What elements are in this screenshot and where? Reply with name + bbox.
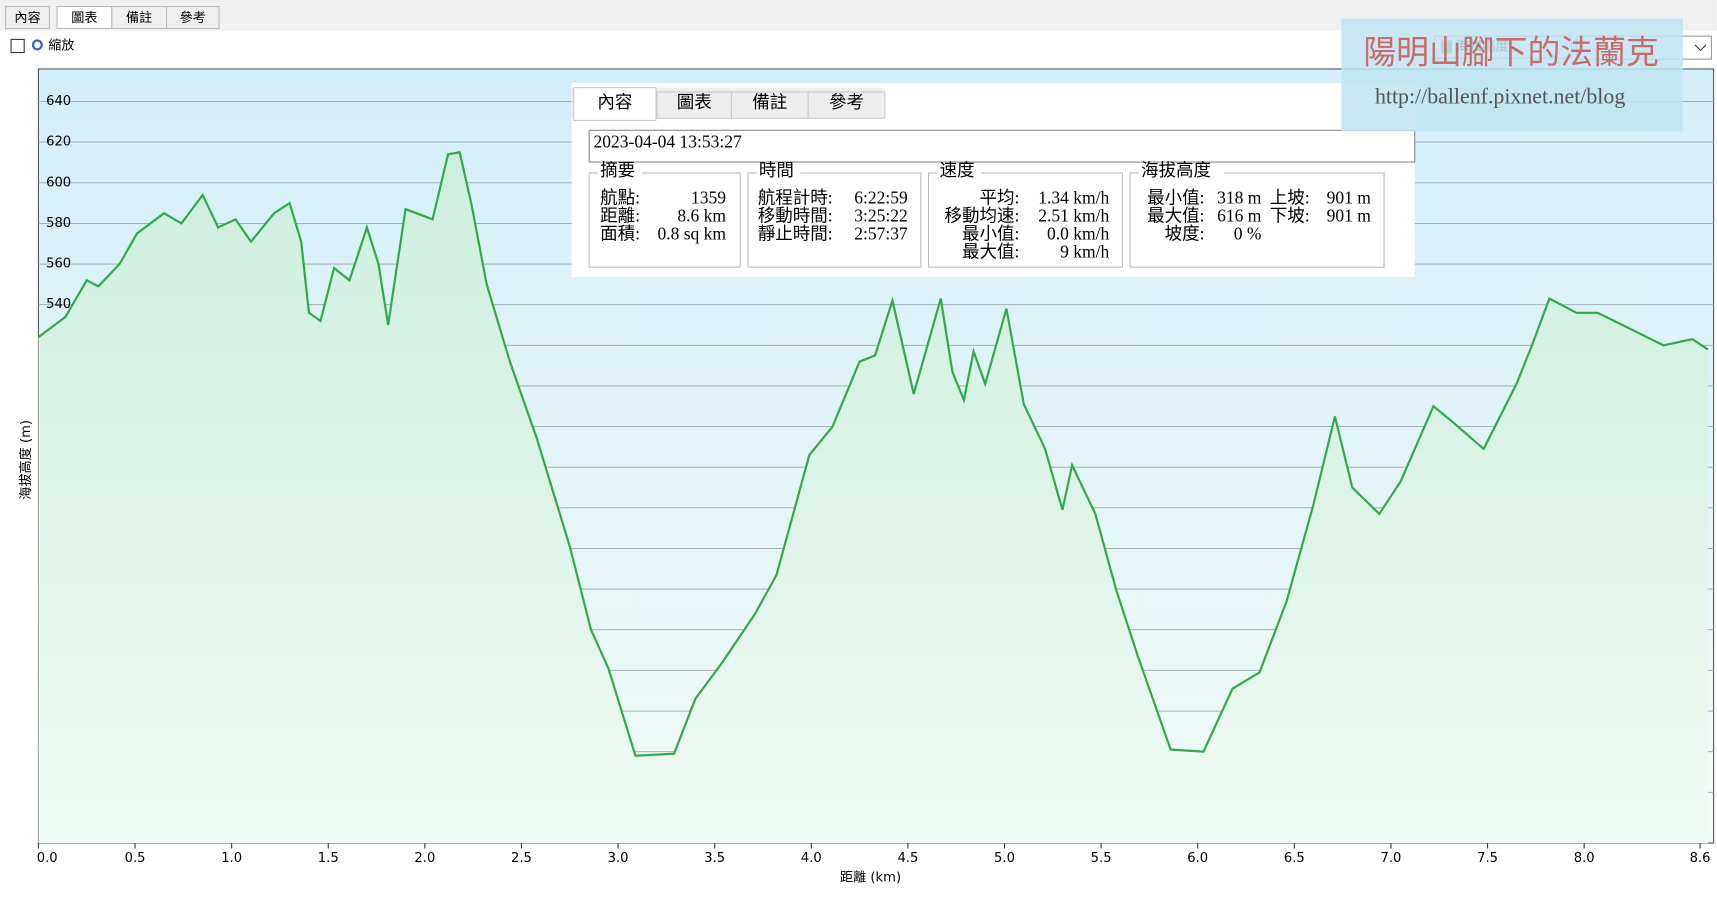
field-label: 最小值: [1147, 187, 1204, 207]
group-box [928, 172, 1123, 268]
field-label: 面積: [600, 223, 640, 243]
x-tick-label: 0.5 [125, 851, 146, 866]
checkbox[interactable] [10, 38, 25, 54]
field-value: 0.0 km/h [1047, 223, 1109, 243]
x-tick-label: 6.0 [1187, 851, 1208, 866]
x-tick-label: 0.0 [37, 851, 58, 866]
x-tick-label: 3.5 [704, 851, 725, 866]
watermark-title: 陽明山腳下的法蘭克 [1363, 34, 1658, 72]
y-tick-label: 640 [46, 94, 71, 109]
field-label: 航程計時: [758, 187, 833, 207]
y-tick-label: 620 [46, 135, 71, 150]
field-value: 318 m [1217, 187, 1262, 207]
field-value: 9 km/h [1060, 241, 1109, 261]
x-tick-label: 5.5 [1091, 851, 1112, 866]
tab-label: 圖表 [71, 10, 97, 26]
area [38, 152, 1708, 844]
panel-tab-label: 參考 [829, 92, 864, 112]
x-tick-label: 2.0 [414, 851, 435, 866]
group-title-bg [937, 164, 982, 180]
zoom-icon [31, 39, 43, 51]
panel-tab[interactable] [730, 91, 809, 119]
timestamp-box [588, 129, 1416, 163]
x-tick-label: 2.5 [511, 851, 532, 866]
field-label: 最小值: [962, 223, 1019, 243]
group-title-bg [756, 164, 801, 180]
x-tick-label: 6.5 [1284, 851, 1305, 866]
tab-label: 參考 [180, 10, 206, 26]
group-title: 摘要 [600, 160, 635, 180]
field-label: 下坡: [1270, 205, 1310, 225]
field-value: 2:57:37 [854, 223, 908, 243]
tab[interactable] [5, 6, 50, 30]
field-value: 8.6 km [677, 205, 726, 225]
panel-tab-label: 內容 [597, 92, 632, 112]
x-tick-label: 1.5 [318, 851, 339, 866]
panel-tab-label: 備註 [752, 92, 787, 112]
group-title-bg [597, 164, 642, 180]
field-value: 616 m [1217, 205, 1262, 225]
x-tick-label: 1.0 [221, 851, 242, 866]
group-title: 時間 [759, 160, 794, 180]
tab-label: 備註 [126, 10, 152, 26]
timestamp: 2023-04-04 13:53:27 [594, 131, 743, 151]
field-label: 移動均速: [945, 205, 1020, 225]
field-value: 2.51 km/h [1038, 205, 1109, 225]
field-value: 0.8 sq km [657, 223, 726, 243]
field-value: 3:25:22 [854, 205, 907, 225]
group-box [747, 172, 922, 268]
y-tick-label: 540 [46, 297, 71, 312]
x-tick-label: 5.0 [994, 851, 1015, 866]
x-tick-label: 7.0 [1381, 851, 1402, 866]
watermark-url: http://ballenf.pixnet.net/blog [1375, 84, 1625, 109]
group-title: 速度 [940, 160, 975, 180]
field-label: 靜止時間: [758, 223, 833, 243]
panel-tab[interactable] [656, 91, 733, 119]
field-label: 平均: [980, 187, 1020, 207]
x-tick-label: 8.6 [1690, 851, 1711, 866]
group-title-bg [1138, 164, 1225, 180]
y-tick-label: 580 [46, 216, 71, 231]
field-value: 901 m [1327, 187, 1372, 207]
y-tick-label: 600 [46, 175, 71, 190]
field-label: 航點: [600, 187, 640, 207]
panel-tab-label: 圖表 [677, 92, 712, 112]
y-axis-label: 海拔高度 (m) [17, 420, 34, 500]
field-value: 6:22:59 [854, 187, 908, 207]
group-title: 海拔高度 [1141, 160, 1211, 180]
group-box [588, 172, 741, 268]
y-tick-label: 560 [46, 257, 71, 272]
x-tick-label: 8.0 [1574, 851, 1595, 866]
watermark-bg [1341, 18, 1683, 132]
x-tick-label: 3.0 [608, 851, 629, 866]
x-axis-label: 距離 (km) [840, 870, 901, 886]
line [37, 151, 1709, 757]
field-value: 901 m [1327, 205, 1372, 225]
field-label: 最大值: [1147, 205, 1204, 225]
field-label: 最大值: [962, 241, 1019, 261]
tab-label: 內容 [14, 9, 40, 26]
field-value: 0 % [1234, 223, 1262, 243]
field-label: 距離: [600, 205, 640, 225]
dropdown-arrow [1694, 44, 1707, 52]
tab[interactable] [165, 6, 220, 30]
panel-tab[interactable] [807, 91, 886, 119]
x-tick-label: 7.5 [1477, 851, 1498, 866]
field-value: 1.34 km/h [1038, 187, 1109, 207]
panel-tab[interactable] [573, 87, 657, 121]
x-tick-label: 4.0 [801, 851, 822, 866]
group-box [1129, 172, 1385, 268]
zoom-label: 縮放 [48, 37, 74, 53]
field-label: 上坡: [1270, 187, 1310, 207]
field-label: 坡度: [1165, 223, 1205, 243]
field-label: 移動時間: [758, 205, 833, 225]
field-value: 1359 [691, 187, 726, 207]
x-tick-label: 4.5 [897, 851, 918, 866]
